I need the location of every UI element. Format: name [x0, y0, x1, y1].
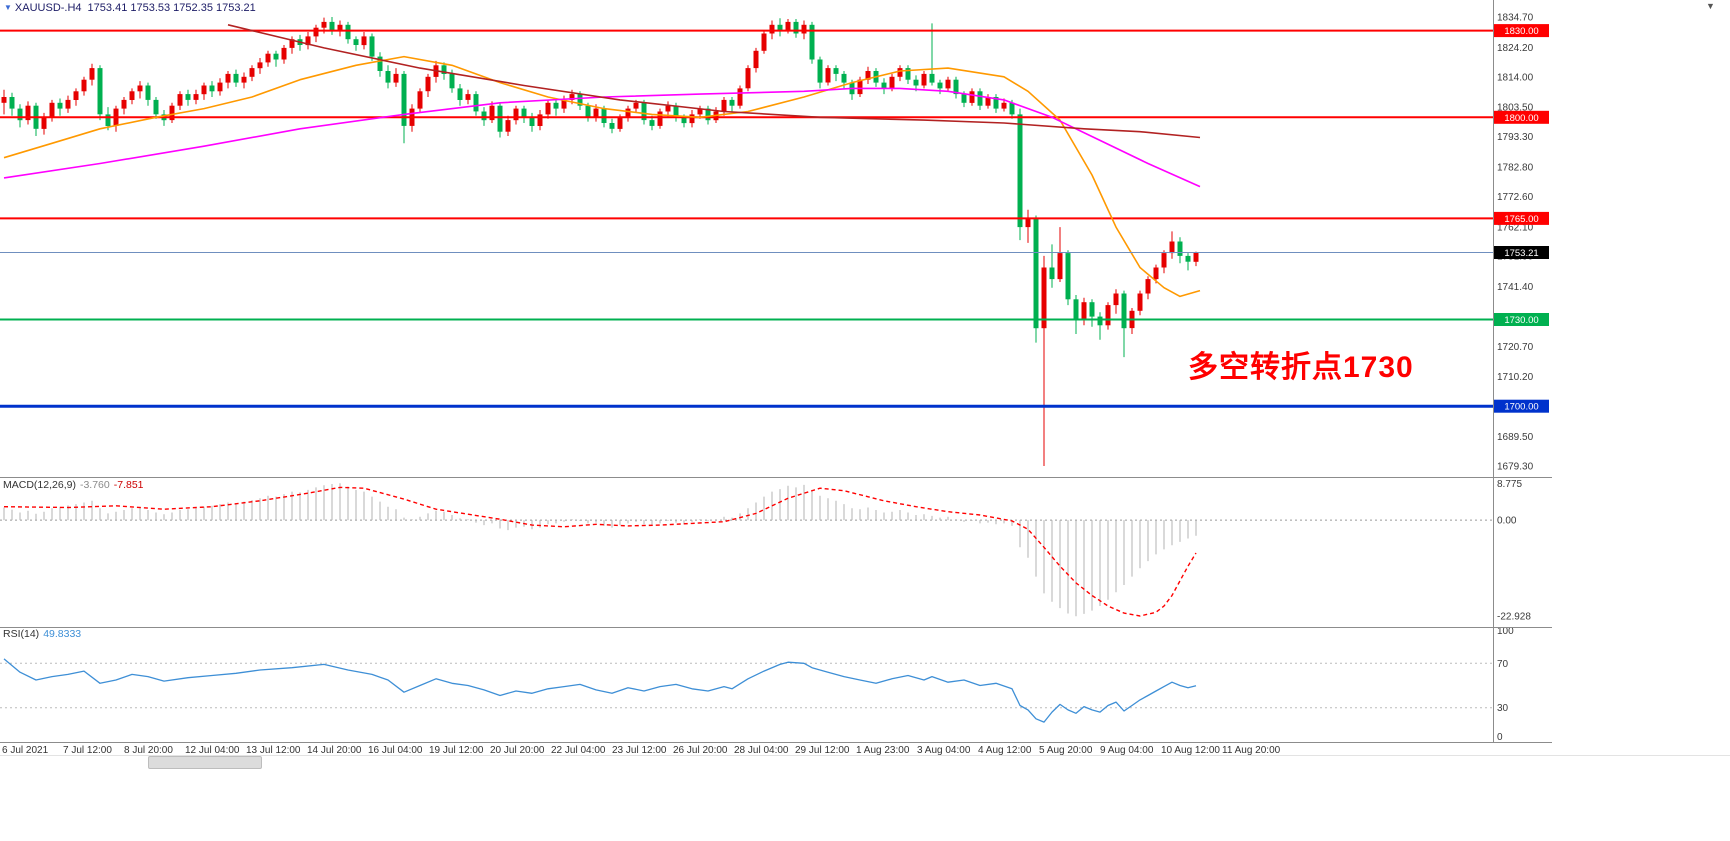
- macd-signal-value: -7.851: [113, 479, 144, 491]
- svg-text:30: 30: [1497, 703, 1509, 714]
- svg-text:0.00: 0.00: [1497, 516, 1517, 527]
- svg-text:1793.30: 1793.30: [1497, 132, 1534, 143]
- horizontal-lines-layer[interactable]: 1830.00 1800.00 1765.00 1730.00 1700.00: [0, 24, 1549, 413]
- svg-text:6 Jul 2021: 6 Jul 2021: [2, 745, 49, 756]
- svg-text:5 Aug 20:00: 5 Aug 20:00: [1039, 745, 1093, 756]
- ma-long-darkred: [227, 24, 1201, 139]
- svg-text:3 Aug 04:00: 3 Aug 04:00: [917, 745, 971, 756]
- panel-separators: [0, 0, 1730, 756]
- svg-text:1741.40: 1741.40: [1497, 282, 1534, 293]
- current-price-layer: 1753.21: [0, 246, 1549, 259]
- ohlc-readout: 1753.41 1753.53 1752.35 1753.21: [87, 2, 256, 14]
- svg-text:100: 100: [1497, 626, 1514, 637]
- symbol-timeframe-label: XAUUSD-.H4: [14, 2, 82, 14]
- svg-text:12 Jul 04:00: 12 Jul 04:00: [185, 745, 240, 756]
- svg-text:11 Aug 20:00: 11 Aug 20:00: [1222, 745, 1281, 756]
- horizontal-scrollbar-thumb[interactable]: [148, 756, 262, 769]
- svg-text:1824.20: 1824.20: [1497, 43, 1534, 54]
- moving-averages-layer: [3, 24, 1201, 298]
- svg-text:1710.20: 1710.20: [1497, 372, 1534, 383]
- macd-readout: MACD(12,26,9) -3.760 -7.851: [3, 479, 144, 491]
- time-axis: 6 Jul 2021 7 Jul 12:00 8 Jul 20:00 12 Jul 0…: [2, 745, 1281, 756]
- svg-text:23 Jul 12:00: 23 Jul 12:00: [612, 745, 667, 756]
- ma-fast-orange: [3, 55, 1201, 298]
- svg-text:28 Jul 04:00: 28 Jul 04:00: [734, 745, 789, 756]
- svg-text:1730.00: 1730.00: [1504, 315, 1538, 326]
- svg-text:10 Aug 12:00: 10 Aug 12:00: [1161, 745, 1220, 756]
- rsi-value: 49.8333: [43, 628, 82, 640]
- rsi-panel: 100 70 30 0: [0, 626, 1514, 743]
- svg-text:1765.00: 1765.00: [1504, 214, 1538, 225]
- svg-text:26 Jul 20:00: 26 Jul 20:00: [673, 745, 728, 756]
- svg-text:1720.70: 1720.70: [1497, 342, 1534, 353]
- svg-text:1 Aug 23:00: 1 Aug 23:00: [856, 745, 910, 756]
- candles-layer: [1, 17, 1199, 466]
- rsi-line: [3, 658, 1197, 723]
- svg-text:1800.00: 1800.00: [1504, 113, 1538, 124]
- rsi-name: RSI(14): [3, 628, 40, 640]
- chart-corner-icon[interactable]: ▼: [1706, 1, 1715, 11]
- macd-panel: 8.775 0.00 -22.928: [0, 479, 1531, 623]
- svg-text:1834.70: 1834.70: [1497, 13, 1534, 24]
- svg-text:-22.928: -22.928: [1497, 612, 1531, 623]
- svg-text:7 Jul 12:00: 7 Jul 12:00: [63, 745, 112, 756]
- macd-name: MACD(12,26,9): [3, 479, 76, 491]
- svg-text:1679.30: 1679.30: [1497, 462, 1534, 473]
- svg-text:1772.60: 1772.60: [1497, 192, 1534, 203]
- svg-text:1762.10: 1762.10: [1497, 222, 1534, 233]
- svg-text:1700.00: 1700.00: [1504, 402, 1538, 413]
- svg-text:8.775: 8.775: [1497, 479, 1522, 490]
- annotation-text[interactable]: 多空转折点1730: [1188, 351, 1414, 384]
- svg-text:14 Jul 20:00: 14 Jul 20:00: [307, 745, 362, 756]
- rsi-readout: RSI(14) 49.8333: [3, 628, 81, 640]
- svg-text:22 Jul 04:00: 22 Jul 04:00: [551, 745, 606, 756]
- svg-text:29 Jul 12:00: 29 Jul 12:00: [795, 745, 850, 756]
- ma-slow-magenta: [3, 87, 1201, 188]
- chart-title: ▼ XAUUSD-.H4 1753.41 1753.53 1752.35 1753.…: [4, 2, 256, 14]
- macd-signal-line: [3, 486, 1197, 617]
- svg-text:16 Jul 04:00: 16 Jul 04:00: [368, 745, 423, 756]
- svg-text:70: 70: [1497, 659, 1509, 670]
- svg-text:19 Jul 12:00: 19 Jul 12:00: [429, 745, 484, 756]
- macd-main-value: -3.760: [79, 479, 110, 491]
- svg-text:1814.00: 1814.00: [1497, 72, 1534, 83]
- symbol-dropdown-icon[interactable]: ▼: [4, 3, 12, 12]
- svg-text:20 Jul 20:00: 20 Jul 20:00: [490, 745, 545, 756]
- svg-text:1803.50: 1803.50: [1497, 103, 1534, 114]
- svg-text:4 Aug 12:00: 4 Aug 12:00: [978, 745, 1032, 756]
- svg-text:1782.80: 1782.80: [1497, 162, 1534, 173]
- svg-text:8 Jul 20:00: 8 Jul 20:00: [124, 745, 173, 756]
- svg-text:9 Aug 04:00: 9 Aug 04:00: [1100, 745, 1154, 756]
- svg-text:1689.50: 1689.50: [1497, 432, 1534, 443]
- svg-text:13 Jul 12:00: 13 Jul 12:00: [246, 745, 301, 756]
- svg-text:0: 0: [1497, 732, 1503, 743]
- svg-text:1830.00: 1830.00: [1504, 26, 1538, 37]
- svg-text:1753.21: 1753.21: [1504, 248, 1538, 259]
